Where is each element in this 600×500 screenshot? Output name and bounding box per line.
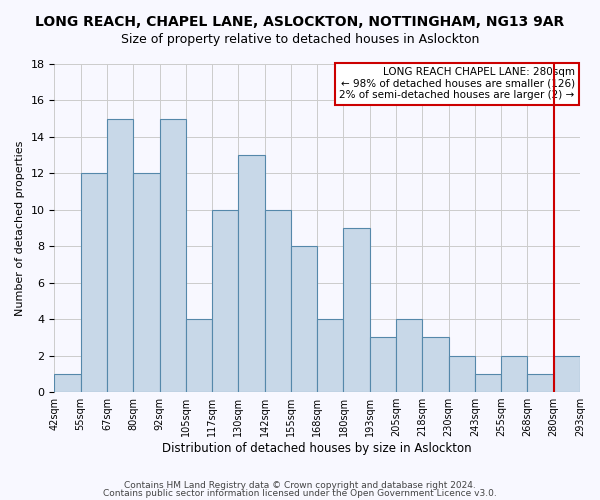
Text: Contains HM Land Registry data © Crown copyright and database right 2024.: Contains HM Land Registry data © Crown c… <box>124 481 476 490</box>
Bar <box>238 155 265 392</box>
Bar <box>396 319 422 392</box>
Bar <box>133 174 160 392</box>
Bar <box>186 319 212 392</box>
Bar <box>291 246 317 392</box>
Bar <box>160 118 186 392</box>
Bar <box>370 338 396 392</box>
Text: Size of property relative to detached houses in Aslockton: Size of property relative to detached ho… <box>121 32 479 46</box>
X-axis label: Distribution of detached houses by size in Aslockton: Distribution of detached houses by size … <box>163 442 472 455</box>
Bar <box>449 356 475 392</box>
Bar <box>80 174 107 392</box>
Bar <box>501 356 527 392</box>
Bar <box>317 319 343 392</box>
Bar <box>55 374 80 392</box>
Bar <box>554 356 580 392</box>
Bar <box>212 210 238 392</box>
Text: Contains public sector information licensed under the Open Government Licence v3: Contains public sector information licen… <box>103 488 497 498</box>
Bar <box>107 118 133 392</box>
Text: LONG REACH, CHAPEL LANE, ASLOCKTON, NOTTINGHAM, NG13 9AR: LONG REACH, CHAPEL LANE, ASLOCKTON, NOTT… <box>35 15 565 29</box>
Y-axis label: Number of detached properties: Number of detached properties <box>15 140 25 316</box>
Bar <box>422 338 449 392</box>
Text: LONG REACH CHAPEL LANE: 280sqm
← 98% of detached houses are smaller (126)
2% of : LONG REACH CHAPEL LANE: 280sqm ← 98% of … <box>340 68 575 100</box>
Bar <box>343 228 370 392</box>
Bar <box>527 374 554 392</box>
Bar <box>475 374 501 392</box>
Bar <box>265 210 291 392</box>
